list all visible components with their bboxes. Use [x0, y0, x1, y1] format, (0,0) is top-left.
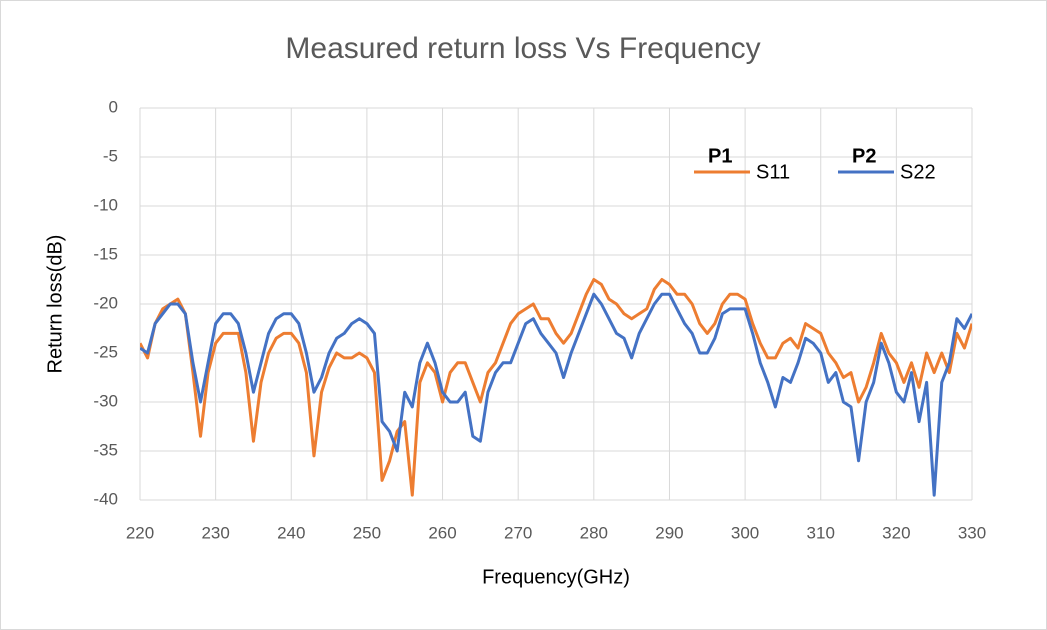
y-tick-label: -30: [93, 391, 118, 410]
y-tick-label: -25: [93, 342, 118, 361]
y-tick-label: -10: [93, 195, 118, 214]
x-tick-label: 320: [882, 523, 910, 542]
x-tick-label: 300: [731, 523, 759, 542]
x-tick-label: 250: [353, 523, 381, 542]
y-tick-label: -15: [93, 244, 118, 263]
legend-port-label: P1: [708, 145, 732, 167]
y-tick-label: 0: [109, 97, 118, 116]
x-tick-label: 310: [807, 523, 835, 542]
x-tick-label: 220: [126, 523, 154, 542]
x-tick-label: 330: [958, 523, 986, 542]
y-axis-label: Return loss(dB): [44, 235, 66, 374]
x-tick-label: 230: [201, 523, 229, 542]
data-line: [140, 292, 972, 497]
x-tick-label: 290: [655, 523, 683, 542]
x-tick-label: 240: [277, 523, 305, 542]
y-tick-label: -20: [93, 293, 118, 312]
x-axis-label: Frequency(GHz): [482, 566, 630, 588]
chart-title: Measured return loss Vs Frequency: [285, 32, 760, 65]
x-tick-label: 270: [504, 523, 532, 542]
data-line: [140, 278, 972, 497]
legend-port-label: P2: [852, 145, 876, 167]
legend-label: S11: [756, 161, 790, 183]
y-tick-label: -5: [103, 146, 118, 165]
y-tick-label: -35: [93, 440, 118, 459]
legend-label: S22: [900, 161, 936, 183]
y-tick-label: -40: [93, 489, 118, 508]
x-tick-label: 260: [428, 523, 456, 542]
x-tick-label: 280: [580, 523, 608, 542]
